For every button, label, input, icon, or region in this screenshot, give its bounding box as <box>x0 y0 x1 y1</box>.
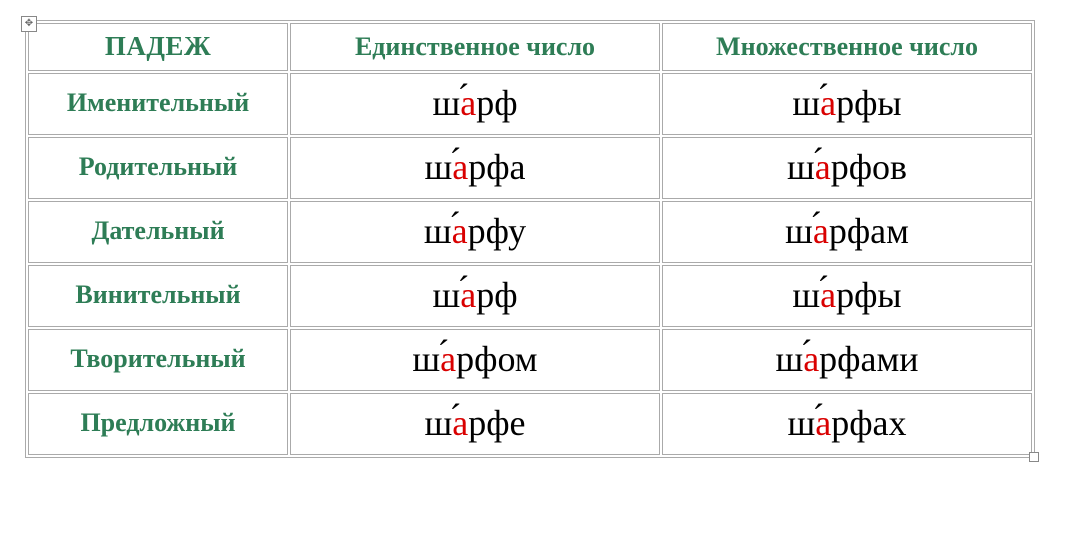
word-post: рфов <box>831 147 907 187</box>
singular-word: шарфом <box>290 329 660 391</box>
stress-letter: а <box>815 403 831 443</box>
case-label: Винительный <box>28 265 288 327</box>
stress-letter: а <box>813 211 829 251</box>
table-row: Творительный шарфом шарфами <box>28 329 1032 391</box>
stress-letter: а <box>440 339 456 379</box>
plural-word: шарфов <box>662 137 1032 199</box>
word-post: рф <box>476 83 517 123</box>
stress-letter: а <box>460 83 476 123</box>
table-row: Дательный шарфу шарфам <box>28 201 1032 263</box>
stress-letter: а <box>820 83 836 123</box>
word-pre: ш <box>787 403 815 443</box>
plural-word: шарфам <box>662 201 1032 263</box>
header-plural: Множественное число <box>662 23 1032 71</box>
word-post: рф <box>476 275 517 315</box>
word-post: рфам <box>829 211 909 251</box>
word-post: рфы <box>836 275 902 315</box>
word-pre: ш <box>432 83 460 123</box>
singular-word: шарфу <box>290 201 660 263</box>
table-row: Именительный шарф шарфы <box>28 73 1032 135</box>
word-post: рфы <box>836 83 902 123</box>
word-pre: ш <box>775 339 803 379</box>
stress-letter: а <box>815 147 831 187</box>
word-pre: ш <box>787 147 815 187</box>
header-case: ПАДЕЖ <box>28 23 288 71</box>
singular-word: шарфе <box>290 393 660 455</box>
word-post: рфом <box>456 339 537 379</box>
header-singular: Единственное число <box>290 23 660 71</box>
stress-letter: а <box>452 147 468 187</box>
case-label: Дательный <box>28 201 288 263</box>
stress-letter: а <box>452 211 468 251</box>
word-pre: ш <box>424 147 452 187</box>
stress-letter: а <box>820 275 836 315</box>
word-post: рфами <box>819 339 918 379</box>
singular-word: шарф <box>290 265 660 327</box>
stress-letter: а <box>460 275 476 315</box>
word-pre: ш <box>424 403 452 443</box>
word-pre: ш <box>792 83 820 123</box>
case-label: Именительный <box>28 73 288 135</box>
table-resize-handle-icon[interactable] <box>1029 452 1039 462</box>
word-pre: ш <box>424 211 452 251</box>
plural-word: шарфах <box>662 393 1032 455</box>
word-pre: ш <box>412 339 440 379</box>
singular-word: шарф <box>290 73 660 135</box>
word-post: рфе <box>468 403 525 443</box>
plural-word: шарфами <box>662 329 1032 391</box>
table-row: Родительный шарфа шарфов <box>28 137 1032 199</box>
case-label: Творительный <box>28 329 288 391</box>
plural-word: шарфы <box>662 73 1032 135</box>
table-move-handle-icon[interactable]: ✥ <box>21 16 37 32</box>
table-row: Винительный шарф шарфы <box>28 265 1032 327</box>
stress-letter: а <box>452 403 468 443</box>
singular-word: шарфа <box>290 137 660 199</box>
table-container: ✥ ПАДЕЖ Единственное число Множественное… <box>25 20 1035 458</box>
case-label: Родительный <box>28 137 288 199</box>
word-pre: ш <box>792 275 820 315</box>
word-post: рфах <box>831 403 906 443</box>
plural-word: шарфы <box>662 265 1032 327</box>
declension-table: ПАДЕЖ Единственное число Множественное ч… <box>25 20 1035 458</box>
word-post: рфа <box>468 147 525 187</box>
table-row: Предложный шарфе шарфах <box>28 393 1032 455</box>
word-pre: ш <box>785 211 813 251</box>
word-post: рфу <box>468 211 526 251</box>
table-header-row: ПАДЕЖ Единственное число Множественное ч… <box>28 23 1032 71</box>
stress-letter: а <box>803 339 819 379</box>
word-pre: ш <box>432 275 460 315</box>
case-label: Предложный <box>28 393 288 455</box>
